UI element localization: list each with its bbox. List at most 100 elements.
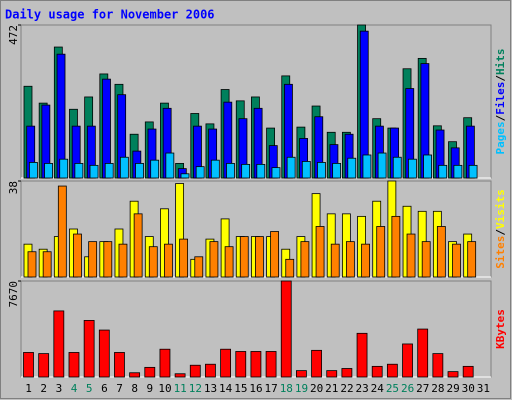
bar	[38, 353, 50, 378]
bar	[89, 164, 99, 179]
legend: Sites/Visits	[494, 189, 507, 269]
bar	[53, 310, 65, 378]
bar	[44, 163, 53, 179]
bar	[118, 243, 128, 278]
bar	[159, 348, 171, 378]
legend-separator: /	[494, 114, 507, 121]
bar	[436, 226, 446, 278]
x-tick-label: 15	[234, 382, 247, 395]
bar	[210, 159, 220, 179]
bar	[296, 370, 307, 378]
bar	[361, 243, 370, 278]
bar	[417, 328, 429, 378]
bar	[255, 236, 264, 278]
bar	[438, 164, 448, 179]
bar	[133, 213, 143, 278]
bar	[421, 241, 431, 278]
bar	[356, 332, 368, 378]
x-tick-label: 1	[25, 382, 32, 395]
bar	[391, 215, 401, 278]
bar	[73, 233, 82, 278]
bar	[392, 156, 402, 179]
bar	[341, 368, 353, 378]
bar	[467, 241, 477, 278]
x-tick-label: 20	[310, 382, 323, 395]
x-tick-label: 31	[477, 382, 490, 395]
legend-entry: Files	[494, 82, 507, 115]
legend-separator: /	[494, 229, 507, 236]
bar	[362, 154, 372, 179]
bar	[148, 246, 158, 278]
bar	[285, 258, 295, 278]
x-tick-label: 13	[204, 382, 217, 395]
bar	[256, 163, 266, 179]
bar	[332, 163, 342, 179]
x-tick-label: 12	[189, 382, 202, 395]
bar	[447, 371, 459, 378]
x-tick-label: 25	[386, 382, 399, 395]
y-tick-label: 38	[7, 181, 20, 194]
bar	[452, 243, 461, 278]
bar	[103, 241, 113, 278]
x-tick-label: 2	[40, 382, 47, 395]
bar	[286, 156, 296, 179]
x-tick-label: 10	[158, 382, 171, 395]
x-tick-label: 17	[265, 382, 278, 395]
x-tick-label: 19	[295, 382, 308, 395]
bar	[98, 329, 110, 378]
bar	[114, 352, 125, 378]
bar	[326, 370, 338, 378]
x-tick-label: 6	[101, 382, 108, 395]
bar	[164, 243, 173, 278]
bar	[195, 166, 205, 179]
bar	[174, 373, 186, 378]
bar	[209, 241, 219, 278]
bar	[119, 156, 129, 179]
bar	[144, 366, 156, 378]
legend-entry: Hits	[494, 49, 507, 76]
bar	[194, 256, 204, 278]
bar	[453, 164, 463, 179]
bar	[468, 164, 478, 179]
bar	[57, 185, 67, 278]
x-tick-label: 8	[131, 382, 138, 395]
legend-entry: KBytes	[494, 309, 507, 349]
legend: Pages/Files/Hits	[494, 49, 507, 155]
legend: KBytes	[494, 309, 507, 349]
bar	[462, 365, 474, 378]
y-tick-label: 472	[7, 25, 20, 45]
bar	[42, 251, 52, 278]
bar	[23, 352, 34, 378]
bar	[432, 353, 444, 378]
x-tick-label: 29	[446, 382, 459, 395]
chart-title: Daily usage for November 2006	[5, 8, 215, 22]
x-tick-label: 23	[356, 382, 369, 395]
bar	[330, 243, 340, 278]
x-tick-label: 9	[147, 382, 154, 395]
bar	[104, 163, 114, 179]
bar	[270, 231, 279, 278]
x-tick-label: 18	[280, 382, 293, 395]
bar	[74, 163, 84, 179]
bar	[239, 236, 249, 278]
x-tick-label: 27	[416, 382, 429, 395]
x-tick-label: 21	[325, 382, 338, 395]
bar	[347, 157, 357, 179]
bar	[315, 226, 325, 278]
x-tick-label: 30	[462, 382, 475, 395]
bar	[180, 173, 190, 179]
x-tick-label: 22	[340, 382, 353, 395]
bar	[300, 241, 310, 278]
legend-entry: Pages	[494, 121, 507, 154]
x-tick-label: 5	[86, 382, 93, 395]
x-tick-label: 28	[431, 382, 444, 395]
legend-separator: /	[494, 75, 507, 82]
bar	[265, 351, 277, 378]
bar	[88, 241, 98, 278]
legend-entry: Sites	[494, 236, 507, 269]
bar	[250, 351, 262, 378]
x-tick-label: 14	[219, 382, 233, 395]
bar	[371, 365, 383, 378]
bar	[406, 233, 416, 278]
